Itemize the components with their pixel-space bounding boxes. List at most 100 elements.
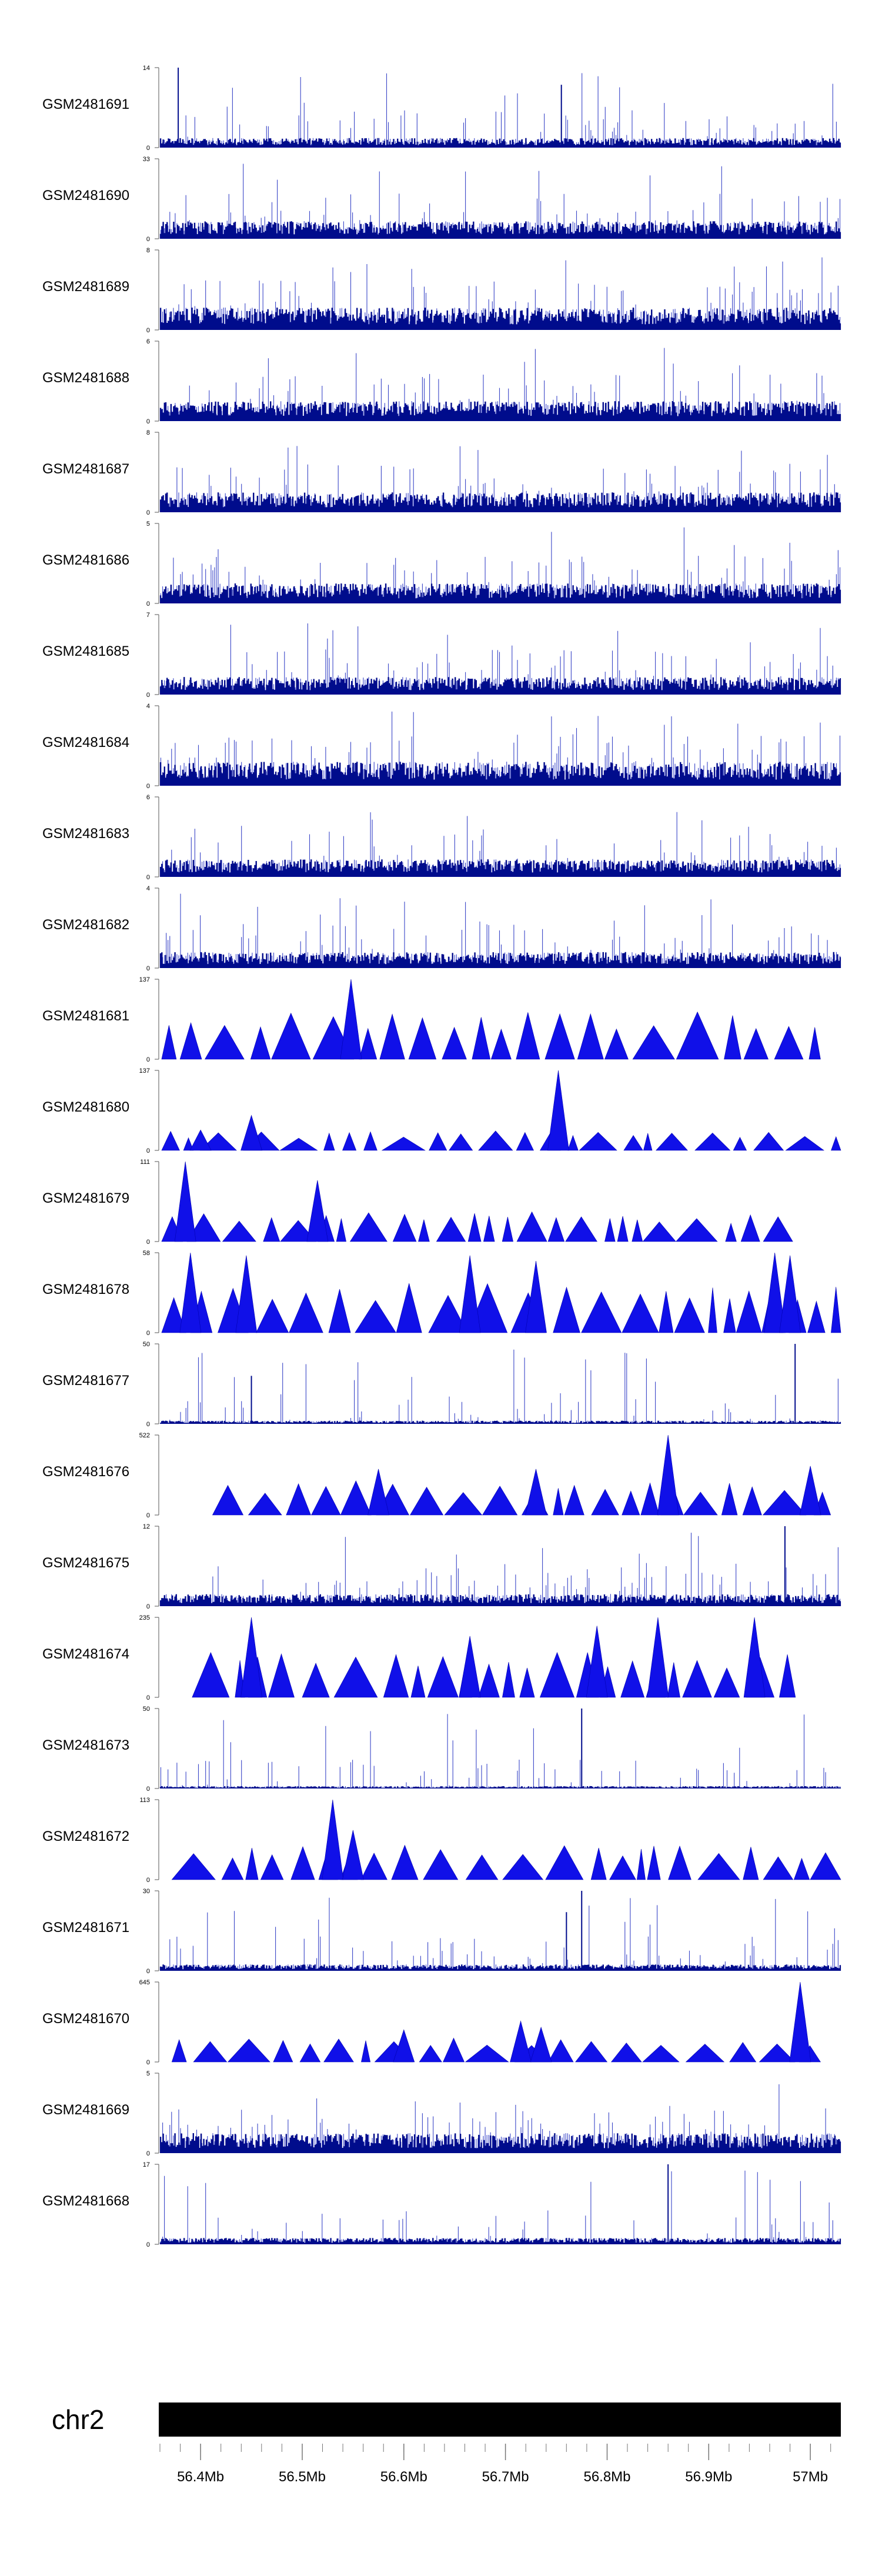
track-label: GSM2481687 [42,461,129,477]
track-max-label: 137 [139,1067,150,1075]
track-min-label: 0 [146,509,150,516]
track-label: GSM2481691 [42,96,129,112]
track-GSM2481672: GSM2481672 113 0 [42,1797,841,1884]
track-max-label: 235 [139,1614,150,1621]
track-min-label: 0 [146,2059,150,2066]
track-max-label: 6 [146,338,150,345]
signal-peak [547,1070,569,1151]
signal-peak [647,1617,669,1698]
axis-tick-label: 56.4Mb [177,2469,224,2485]
track-min-label: 0 [146,1421,150,1428]
signal-peak [235,1255,258,1333]
coverage-peaks [171,1844,841,1880]
track-max-label: 522 [139,1432,150,1439]
track-max-label: 33 [143,156,150,163]
track-min-label: 0 [146,145,150,152]
signal-peak [322,1799,344,1880]
signal-peak [657,1434,679,1516]
track-max-label: 4 [146,703,150,710]
track-GSM2481685: GSM2481685 7 0 [42,612,841,699]
tracks-group: GSM2481691140GSM2481690330GSM248168980GS… [42,65,841,2248]
track-label: GSM2481678 [42,1282,129,1297]
track-label: GSM2481690 [42,188,129,203]
signal-bars [160,73,841,148]
signal-core [159,583,841,603]
signal-core [159,952,841,968]
signal-peak [306,1180,329,1242]
track-max-label: 12 [143,1523,150,1530]
signal-peak [342,1830,364,1880]
track-GSM2481691: GSM2481691 14 0 [42,65,841,152]
track-label: GSM2481686 [42,552,129,568]
signal-core [159,859,841,877]
track-label: GSM2481684 [42,735,129,750]
track-label: GSM2481679 [42,1190,129,1206]
track-GSM2481678: GSM2481678 58 0 [42,1250,841,1337]
chromosome-bar [159,2403,841,2437]
axis-tick-label: 57Mb [793,2469,828,2485]
track-GSM2481677: GSM2481677 50 0 [42,1341,841,1428]
signal-peak [779,1255,801,1333]
track-GSM2481687: GSM2481687 8 0 [42,429,841,516]
genome-axis: 56.4Mb 56.5Mb 56.6Mb 56.7Mb 56.8Mb 56.9Mb 57Mb [159,2444,831,2485]
axis-tick-label: 56.9Mb [685,2469,732,2485]
track-label: GSM2481673 [42,1737,129,1753]
chromosome-label: chr2 [52,2404,104,2435]
signal-bars [160,2170,841,2244]
track-GSM2481675: GSM2481675 12 0 [42,1523,841,1610]
track-GSM2481684: GSM2481684 4 0 [42,703,841,790]
track-max-label: 14 [143,65,150,72]
track-max-label: 111 [140,1159,150,1166]
track-min-label: 0 [146,418,150,425]
track-max-label: 137 [139,976,150,983]
signal-bars [160,1897,841,1971]
track-GSM2481668: GSM2481668 17 0 [42,2161,841,2248]
signal-core [159,1786,841,1788]
track-GSM2481679: GSM2481679 111 0 [42,1159,793,1246]
coverage-peaks [192,1651,796,1698]
axis-tick-label: 56.7Mb [482,2469,529,2485]
signal-peak [189,1129,212,1151]
track-GSM2481682: GSM2481682 4 0 [42,885,841,972]
signal-peak [393,2029,415,2063]
track-GSM2481690: GSM2481690 33 0 [42,156,841,243]
track-max-label: 7 [146,612,150,619]
track-min-label: 0 [146,1056,150,1063]
axis-tick-label: 56.5Mb [279,2469,326,2485]
track-min-label: 0 [146,1694,150,1701]
track-label: GSM2481672 [42,1828,129,1844]
track-min-label: 0 [146,2241,150,2248]
signal-peak [764,1252,786,1333]
signal-peak [174,1161,196,1242]
track-GSM2481689: GSM2481689 8 0 [42,247,841,334]
track-min-label: 0 [146,1968,150,1975]
track-max-label: 5 [146,520,150,528]
coverage-peaks [161,1283,841,1333]
coverage-peaks [161,1011,821,1060]
track-label: GSM2481689 [42,279,129,295]
signal-peak [459,1255,481,1333]
track-GSM2481673: GSM2481673 50 0 [42,1706,841,1793]
track-max-label: 6 [146,794,150,801]
track-label: GSM2481677 [42,1373,129,1389]
track-label: GSM2481682 [42,917,129,933]
signal-peak [510,2020,532,2063]
track-GSM2481671: GSM2481671 30 0 [42,1888,841,1975]
track-label: GSM2481680 [42,1099,129,1115]
track-label: GSM2481685 [42,643,129,659]
track-label: GSM2481669 [42,2102,129,2118]
signal-peak [179,1252,202,1333]
signal-peak [459,1636,481,1698]
track-min-label: 0 [146,965,150,972]
signal-peak [799,1466,821,1516]
track-min-label: 0 [146,692,150,699]
signal-core [159,677,841,695]
track-min-label: 0 [146,1877,150,1884]
signal-peak [368,1469,389,1516]
track-max-label: 8 [146,247,150,254]
track-min-label: 0 [146,1786,150,1793]
signal-peak [240,1115,262,1151]
signal-bars [160,1533,841,1606]
track-GSM2481681: GSM2481681 137 0 [42,976,821,1063]
track-GSM2481683: GSM2481683 6 0 [42,794,841,881]
